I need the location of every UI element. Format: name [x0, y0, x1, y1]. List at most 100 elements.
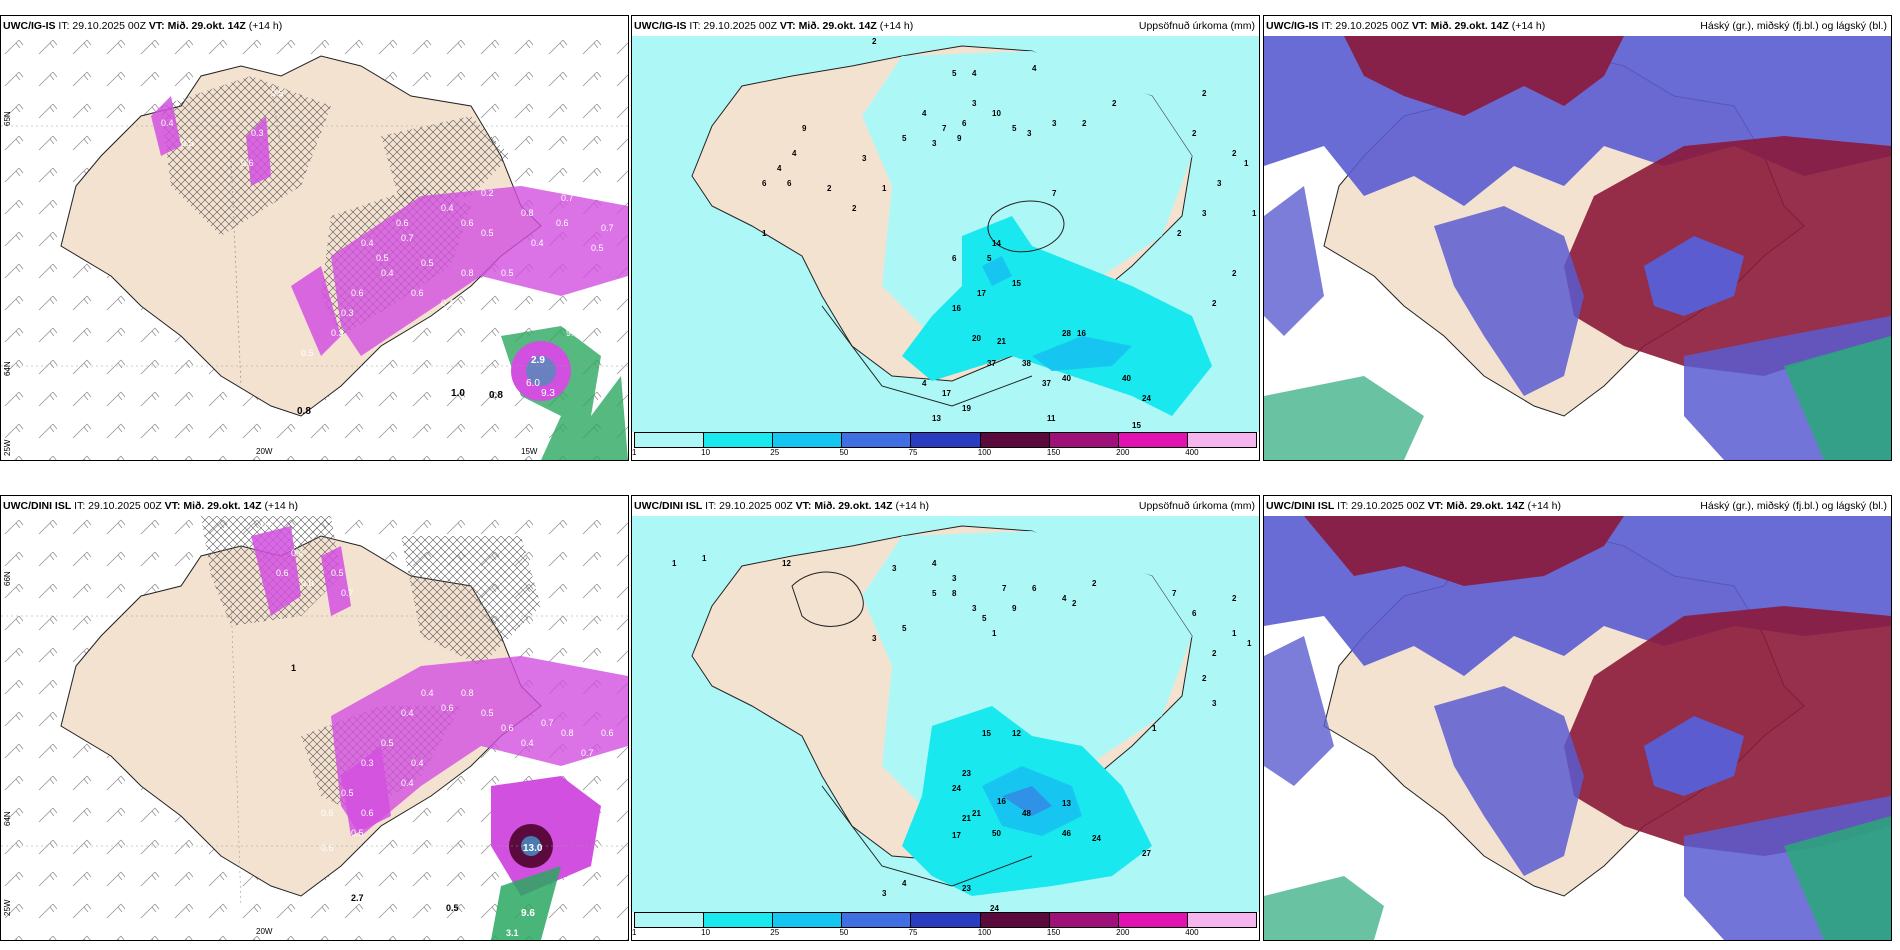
svg-text:6: 6: [1192, 609, 1197, 618]
svg-text:0.4: 0.4: [441, 203, 454, 213]
svg-text:0.8: 0.8: [297, 406, 311, 417]
svg-text:2.9: 2.9: [531, 355, 545, 366]
svg-text:4: 4: [922, 109, 927, 118]
svg-text:0.7: 0.7: [401, 233, 414, 243]
svg-text:17: 17: [977, 289, 986, 298]
map-svg: 2 5 4 4 3 4 10 9 7 3 6 5 9 5 3 3 2 2 7 4: [632, 36, 1259, 432]
svg-text:3: 3: [972, 99, 977, 108]
svg-text:21: 21: [997, 337, 1006, 346]
svg-text:7: 7: [1002, 584, 1007, 593]
svg-text:1: 1: [1244, 159, 1249, 168]
svg-text:3: 3: [972, 604, 977, 613]
svg-text:1: 1: [672, 559, 677, 568]
svg-text:1: 1: [762, 229, 767, 238]
svg-text:13: 13: [932, 414, 941, 423]
svg-text:24: 24: [1092, 834, 1101, 843]
svg-text:2: 2: [852, 204, 857, 213]
svg-text:4: 4: [932, 559, 937, 568]
map-svg: 0.5 0.4 0.6 0.8 0.5 0.7 0.4 0.6 0.8 0.5 …: [1, 516, 628, 940]
svg-text:20W: 20W: [256, 447, 273, 456]
svg-text:40: 40: [1062, 374, 1071, 383]
svg-text:24: 24: [952, 784, 961, 793]
svg-text:0.8: 0.8: [521, 208, 534, 218]
svg-text:0.5: 0.5: [271, 88, 284, 98]
svg-text:2: 2: [1092, 579, 1097, 588]
svg-text:9: 9: [802, 124, 807, 133]
svg-text:1: 1: [702, 554, 707, 563]
svg-text:0.5: 0.5: [341, 788, 354, 798]
svg-text:0.8: 0.8: [561, 728, 574, 738]
panel-header: UWC/DINI ISL IT: 29.10.2025 00Z VT: Mið.…: [3, 500, 299, 512]
svg-text:0.3: 0.3: [361, 758, 374, 768]
svg-text:6: 6: [952, 254, 957, 263]
svg-text:8: 8: [952, 589, 957, 598]
svg-text:1: 1: [882, 184, 887, 193]
svg-text:1: 1: [992, 629, 997, 638]
map-wind-snow: 0.8 1.0 0.8 2.9 6.0 9.3 9.6 0.4 0.5 0.4 …: [1, 36, 628, 460]
svg-text:4: 4: [792, 149, 797, 158]
svg-text:0.5: 0.5: [446, 903, 459, 913]
svg-text:5: 5: [952, 69, 957, 78]
svg-text:2: 2: [872, 37, 877, 46]
svg-text:2: 2: [1202, 89, 1207, 98]
svg-text:0.8: 0.8: [301, 578, 314, 588]
svg-text:23: 23: [962, 769, 971, 778]
svg-text:17: 17: [952, 831, 961, 840]
svg-text:9.6: 9.6: [521, 908, 535, 919]
svg-text:15: 15: [1132, 421, 1141, 430]
map-clouds: [1264, 36, 1891, 460]
svg-text:9: 9: [957, 134, 962, 143]
svg-text:3.1: 3.1: [506, 928, 519, 938]
svg-text:9.3: 9.3: [541, 388, 555, 399]
svg-text:4: 4: [1062, 594, 1067, 603]
svg-text:3: 3: [862, 154, 867, 163]
svg-text:3: 3: [892, 564, 897, 573]
svg-text:4: 4: [972, 69, 977, 78]
map-svg: 0.8 1.0 0.8 2.9 6.0 9.3 9.6 0.4 0.5 0.4 …: [1, 36, 628, 460]
snow-values: 0.4 0.5 0.4 0.5 0.3 0.6 0.4 0.6 0.5 0.4 …: [161, 50, 614, 358]
svg-text:0.5: 0.5: [481, 228, 494, 238]
svg-text:0.8: 0.8: [461, 688, 474, 698]
svg-text:38: 38: [1022, 359, 1031, 368]
svg-text:2: 2: [1177, 229, 1182, 238]
panel-header: UWC/IG-IS IT: 29.10.2025 00Z VT: Mið. 29…: [1266, 20, 1887, 32]
svg-text:0.5: 0.5: [481, 708, 494, 718]
svg-text:0.6: 0.6: [321, 843, 334, 853]
svg-text:3: 3: [882, 889, 887, 898]
svg-text:0.4: 0.4: [521, 738, 534, 748]
svg-text:46: 46: [1062, 829, 1071, 838]
svg-text:0.4: 0.4: [251, 50, 264, 60]
svg-text:0.5: 0.5: [261, 520, 274, 530]
svg-text:0.2: 0.2: [481, 188, 494, 198]
svg-text:2: 2: [1072, 599, 1077, 608]
svg-text:50: 50: [992, 829, 1001, 838]
svg-text:0.6: 0.6: [351, 288, 364, 298]
svg-text:6.0: 6.0: [526, 378, 540, 389]
svg-text:1: 1: [1252, 209, 1257, 218]
svg-text:0.5: 0.5: [331, 568, 344, 578]
svg-text:27: 27: [1142, 849, 1151, 858]
svg-text:3: 3: [1217, 179, 1222, 188]
svg-text:1.0: 1.0: [451, 388, 465, 399]
svg-text:0.3: 0.3: [331, 328, 344, 338]
panel-p6: UWC/DINI ISL IT: 29.10.2025 00Z VT: Mið.…: [1263, 495, 1892, 941]
svg-text:6: 6: [787, 179, 792, 188]
svg-text:11: 11: [1047, 414, 1056, 423]
svg-text:3: 3: [932, 139, 937, 148]
map-precip: 2 5 4 4 3 4 10 9 7 3 6 5 9 5 3 3 2 2 7 4: [632, 36, 1259, 432]
svg-text:0.6: 0.6: [501, 723, 514, 733]
svg-text:4: 4: [922, 379, 927, 388]
svg-text:0.3: 0.3: [341, 308, 354, 318]
map-svg: [1264, 516, 1891, 940]
svg-text:1: 1: [1247, 639, 1252, 648]
svg-text:3: 3: [1212, 699, 1217, 708]
svg-text:24: 24: [1142, 394, 1151, 403]
svg-text:0.4: 0.4: [411, 758, 424, 768]
svg-text:21: 21: [962, 814, 971, 823]
panel-p3: UWC/IG-IS IT: 29.10.2025 00Z VT: Mið. 29…: [1263, 15, 1892, 461]
svg-text:2: 2: [1202, 674, 1207, 683]
svg-text:6: 6: [962, 119, 967, 128]
svg-text:12: 12: [782, 559, 791, 568]
svg-text:5: 5: [902, 624, 907, 633]
svg-text:0.6: 0.6: [396, 218, 409, 228]
